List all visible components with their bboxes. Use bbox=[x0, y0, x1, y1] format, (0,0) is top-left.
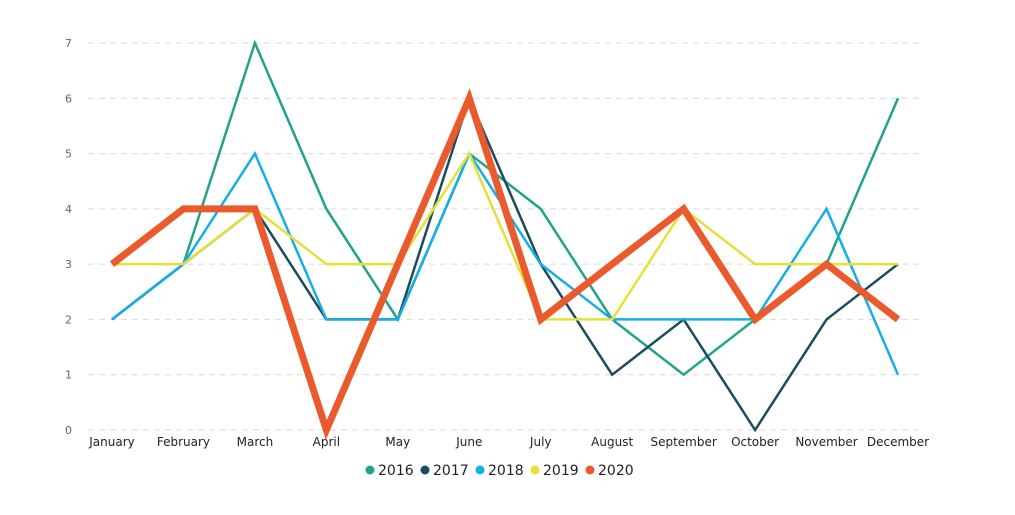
x-tick-label: May bbox=[385, 435, 410, 449]
x-tick-label: December bbox=[867, 435, 929, 449]
x-tick-label: March bbox=[237, 435, 274, 449]
legend-marker bbox=[585, 465, 595, 475]
x-axis-ticks: January February March April May June July Augu… bbox=[88, 435, 929, 449]
x-tick-label: September bbox=[650, 435, 716, 449]
y-tick-label: 2 bbox=[65, 313, 72, 326]
legend-marker bbox=[420, 465, 430, 475]
x-tick-label: October bbox=[731, 435, 779, 449]
y-tick-label: 5 bbox=[65, 148, 72, 161]
x-tick-label: January bbox=[88, 435, 135, 449]
y-tick-label: 0 bbox=[65, 424, 72, 437]
series-line-2019 bbox=[112, 150, 898, 321]
legend: 2016 2017 2018 2019 2020 bbox=[365, 463, 634, 479]
x-tick-label: February bbox=[157, 435, 210, 449]
legend-label: 2017 bbox=[433, 463, 469, 479]
legend-marker bbox=[530, 465, 540, 475]
legend-label: 2018 bbox=[488, 463, 524, 479]
x-tick-label: July bbox=[529, 435, 552, 449]
x-tick-label: April bbox=[313, 435, 340, 449]
legend-marker bbox=[475, 465, 485, 475]
legend-label: 2016 bbox=[378, 463, 414, 479]
x-tick-label: August bbox=[591, 435, 633, 449]
legend-marker bbox=[365, 465, 375, 475]
legend-item-2019: 2019 bbox=[530, 463, 579, 479]
series-lines bbox=[109, 39, 901, 440]
y-tick-label: 6 bbox=[65, 92, 72, 105]
y-tick-label: 7 bbox=[65, 37, 72, 50]
legend-label: 2020 bbox=[598, 463, 634, 479]
x-tick-label: June bbox=[455, 435, 482, 449]
legend-item-2016: 2016 bbox=[365, 463, 414, 479]
legend-item-2018: 2018 bbox=[475, 463, 524, 479]
x-tick-label: November bbox=[795, 435, 857, 449]
y-tick-label: 1 bbox=[65, 369, 72, 382]
legend-item-2017: 2017 bbox=[420, 463, 469, 479]
legend-item-2020: 2020 bbox=[585, 463, 634, 479]
y-axis-ticks: 0 1 2 3 4 5 6 7 bbox=[65, 37, 72, 437]
legend-label: 2019 bbox=[543, 463, 579, 479]
y-tick-label: 3 bbox=[65, 258, 72, 271]
series-line-2020 bbox=[109, 88, 901, 440]
y-tick-label: 4 bbox=[65, 203, 72, 216]
